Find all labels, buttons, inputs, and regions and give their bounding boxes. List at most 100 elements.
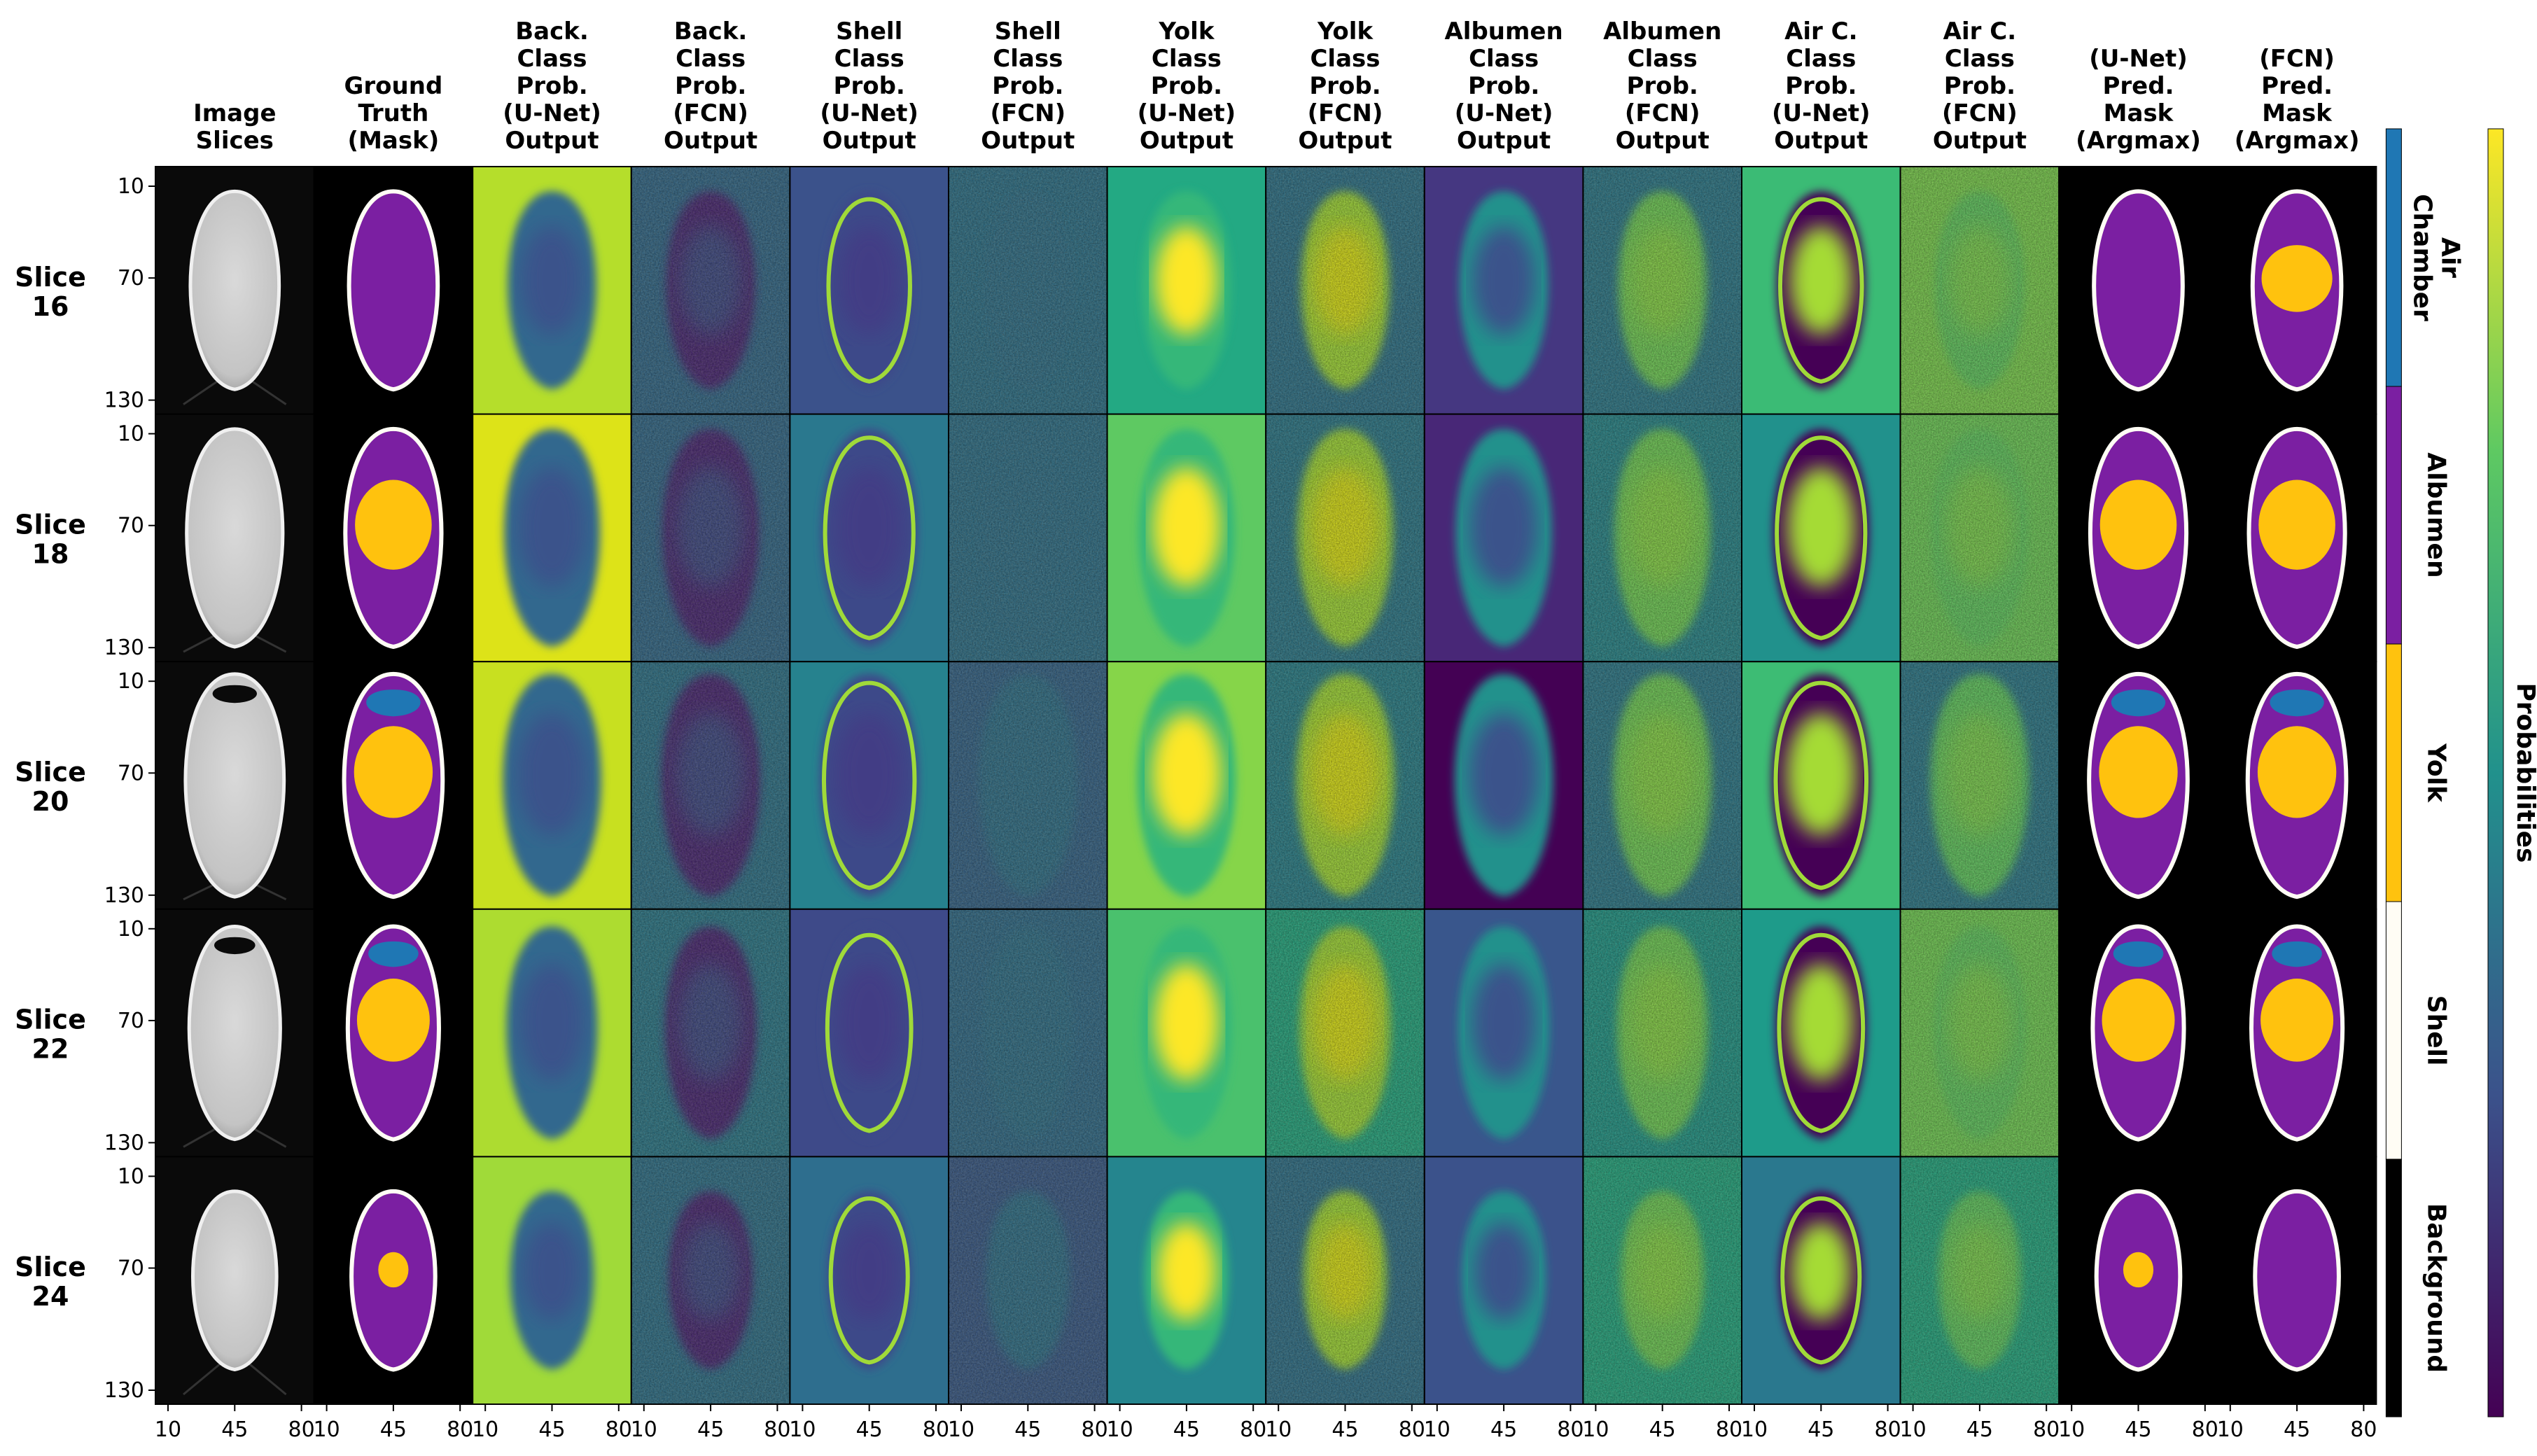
column-header-pred_unet-line: Pred. xyxy=(2103,72,2174,100)
prob-shell-ring xyxy=(1775,435,1868,640)
row-label-line: Slice xyxy=(15,1252,86,1282)
mask-air-chamber xyxy=(2113,941,2164,967)
column-header-pred_unet-line: (Argmax) xyxy=(2076,127,2201,155)
noise-highlight xyxy=(949,167,1107,414)
row-label-line: 16 xyxy=(32,291,69,322)
prob-shell-ring xyxy=(1777,932,1866,1133)
mask-yolk xyxy=(2099,479,2177,570)
colorbar-gradient xyxy=(2487,128,2504,1418)
panel-alb_unet-row-0 xyxy=(1423,166,1584,415)
mask-yolk xyxy=(2099,726,2178,818)
panel-air_fcn-row-4 xyxy=(1899,1156,2060,1406)
noise-highlight xyxy=(631,662,790,909)
panel-alb_fcn-row-4 xyxy=(1582,1156,1742,1406)
ct-air-gap xyxy=(214,937,256,955)
x-tick-label: 45 xyxy=(538,1418,565,1442)
prob-core xyxy=(517,467,587,587)
panel-air_fcn-row-1 xyxy=(1899,413,2060,663)
panel-air_fcn-row-2 xyxy=(1899,661,2060,910)
panel-alb_unet-row-4 xyxy=(1423,1156,1584,1406)
column-header-air_fcn-line: Air C. xyxy=(1943,18,2016,46)
mask-yolk xyxy=(2102,979,2175,1062)
column-header-shell_fcn-line: (FCN) xyxy=(990,99,1065,127)
panel-back_fcn-row-4 xyxy=(630,1156,791,1406)
column-header-alb_fcn-line: (FCN) xyxy=(1625,99,1700,127)
column-header-yolk_fcn-line: (FCN) xyxy=(1308,99,1383,127)
x-tick-label: 10 xyxy=(472,1418,498,1442)
x-tick-label: 45 xyxy=(1649,1418,1676,1442)
prob-core xyxy=(837,225,901,335)
panel-alb_fcn-row-2 xyxy=(1582,661,1742,910)
prob-core xyxy=(517,713,587,836)
mask-albumen xyxy=(2253,1189,2341,1372)
y-tick-label: 130 xyxy=(104,1378,144,1403)
panel-yolk_unet-row-1 xyxy=(1106,413,1267,663)
noise-highlight xyxy=(949,909,1107,1157)
prob-core xyxy=(519,963,585,1082)
legend-label: Yolk xyxy=(2421,743,2450,803)
mask-yolk xyxy=(2261,245,2333,312)
row-label-line: 24 xyxy=(32,1281,69,1312)
noise-highlight xyxy=(1583,167,1742,414)
noise-highlight xyxy=(949,1156,1107,1404)
x-tick-label: 80 xyxy=(2033,1418,2060,1442)
prob-core xyxy=(1786,713,1857,836)
ct-egg xyxy=(183,672,286,899)
column-header-yolk_fcn-line: Class xyxy=(1310,45,1380,73)
noise-highlight xyxy=(1900,414,2060,662)
column-header-yolk_fcn-line: Yolk xyxy=(1317,18,1374,46)
column-header-yolk_fcn-line: Prob. xyxy=(1309,72,1381,100)
column-header-back_unet-line: Back. xyxy=(515,18,589,46)
x-tick-label: 80 xyxy=(288,1418,315,1442)
panel-yolk_fcn-row-0 xyxy=(1265,166,1425,415)
panel-air_fcn-row-3 xyxy=(1899,908,2060,1158)
prob-core xyxy=(1155,225,1218,335)
panel-gt-row-4 xyxy=(313,1156,474,1406)
prob-core xyxy=(839,1222,900,1321)
column-header-pred_fcn-line: (FCN) xyxy=(2259,45,2335,73)
column-header-air_unet-line: Output xyxy=(1774,127,1868,155)
column-header-yolk_unet-line: Yolk xyxy=(1158,18,1215,46)
column-header-air_unet-line: (U-Net) xyxy=(1772,99,1871,127)
prob-shell-ring xyxy=(826,197,912,384)
panel-back_fcn-row-1 xyxy=(630,413,791,663)
prob-core xyxy=(1472,225,1535,335)
x-tick-label: 80 xyxy=(764,1418,790,1442)
column-header-air_fcn-line: Output xyxy=(1933,127,2027,155)
x-tick-label: 80 xyxy=(1082,1418,1108,1442)
x-tick-label: 10 xyxy=(948,1418,974,1442)
column-header-yolk_fcn-line: Output xyxy=(1298,127,1392,155)
x-tick-label: 45 xyxy=(1966,1418,1993,1442)
column-header-gt-line: (Mask) xyxy=(348,127,440,155)
column-header-alb_unet-line: Albumen xyxy=(1444,18,1563,46)
x-tick-label: 45 xyxy=(1173,1418,1200,1442)
prob-core xyxy=(1152,467,1221,587)
column-header-alb_fcn-line: Prob. xyxy=(1627,72,1698,100)
x-tick-label: 10 xyxy=(631,1418,657,1442)
column-header-back_fcn-line: Prob. xyxy=(675,72,746,100)
noise-highlight xyxy=(1900,167,2060,414)
prob-core xyxy=(1791,1222,1851,1321)
panel-air_unet-row-1 xyxy=(1741,413,1901,663)
column-header-alb_fcn-line: Class xyxy=(1628,45,1698,73)
column-header-shell_unet-line: Shell xyxy=(836,18,902,46)
prob-shell-ring xyxy=(1773,680,1869,890)
panel-pred_fcn-row-0 xyxy=(2216,166,2377,415)
prob-core xyxy=(1156,1222,1217,1321)
x-tick-label: 80 xyxy=(2350,1418,2377,1442)
noise-highlight xyxy=(631,167,790,414)
y-tick-label: 130 xyxy=(104,883,144,908)
column-header-air_unet-line: Class xyxy=(1786,45,1856,73)
y-tick-label: 10 xyxy=(118,669,144,694)
legend-swatch-1 xyxy=(2385,386,2402,645)
x-tick-label: 45 xyxy=(380,1418,407,1442)
column-header-shell_fcn-line: Output xyxy=(981,127,1075,155)
panel-pred_fcn-row-4 xyxy=(2216,1156,2377,1406)
ct-egg xyxy=(185,427,285,649)
panel-alb_fcn-row-1 xyxy=(1582,413,1742,663)
prob-core xyxy=(1469,713,1539,836)
x-tick-label: 10 xyxy=(1582,1418,1609,1442)
